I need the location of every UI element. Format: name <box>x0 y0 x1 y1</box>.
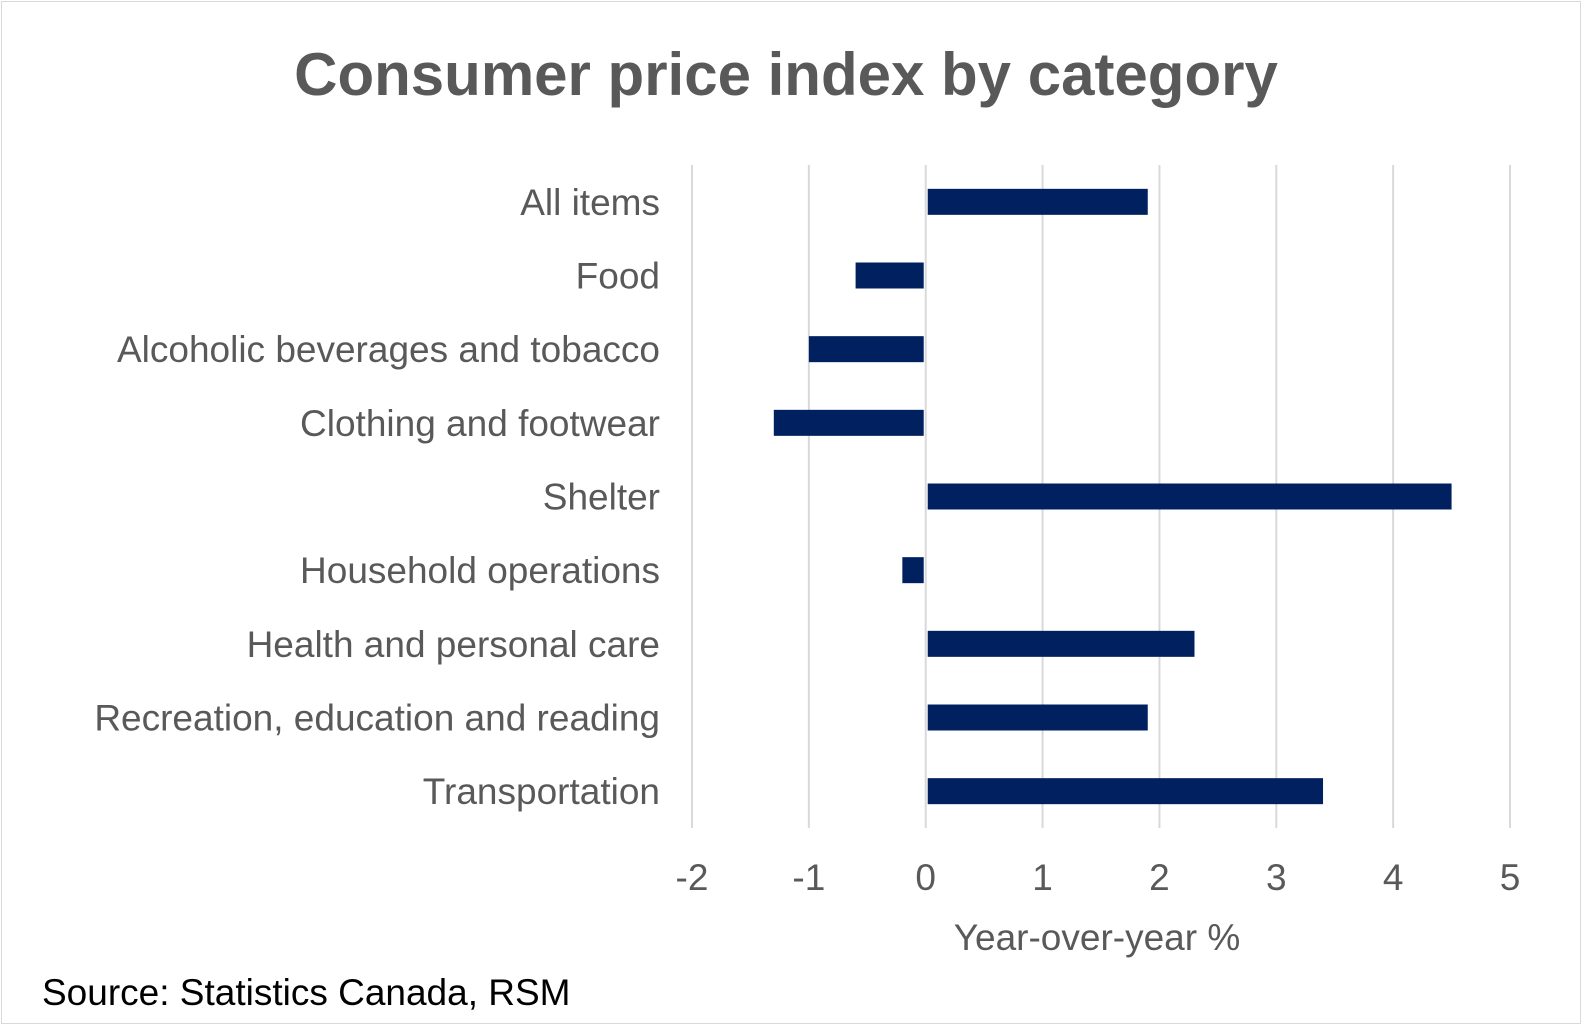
bar <box>902 557 924 584</box>
x-tick-label: -1 <box>792 857 825 898</box>
bar <box>927 630 1195 657</box>
x-axis-title: Year-over-year % <box>954 917 1241 958</box>
bar <box>927 778 1324 805</box>
x-tick-label: 3 <box>1266 857 1287 898</box>
category-label: All items <box>520 182 660 223</box>
category-label: Transportation <box>423 771 660 812</box>
category-label: Alcoholic beverages and tobacco <box>117 329 660 370</box>
bar <box>855 262 924 289</box>
x-tick-labels: -2 -1 0 1 2 3 4 5 <box>676 857 1521 898</box>
bar <box>808 336 924 363</box>
x-tick-label: 5 <box>1500 857 1521 898</box>
x-tick-label: 0 <box>915 857 936 898</box>
category-label: Recreation, education and reading <box>94 698 660 739</box>
category-label: Health and personal care <box>247 624 660 665</box>
bar <box>927 483 1452 510</box>
x-tick-label: 2 <box>1149 857 1170 898</box>
category-label: Shelter <box>543 477 660 518</box>
x-tick-label: 4 <box>1383 857 1404 898</box>
chart-title: Consumer price index by category <box>294 41 1278 108</box>
source-note: Source: Statistics Canada, RSM <box>42 972 571 1013</box>
bar <box>773 409 924 436</box>
category-label: Clothing and footwear <box>300 403 660 444</box>
bar <box>927 188 1148 215</box>
x-tick-label: 1 <box>1032 857 1053 898</box>
category-label: Food <box>576 256 660 297</box>
x-tick-label: -2 <box>676 857 709 898</box>
category-label: Household operations <box>300 550 660 591</box>
bar <box>927 704 1148 731</box>
bars <box>773 188 1452 805</box>
category-labels: All items Food Alcoholic beverages and tob… <box>94 182 660 812</box>
